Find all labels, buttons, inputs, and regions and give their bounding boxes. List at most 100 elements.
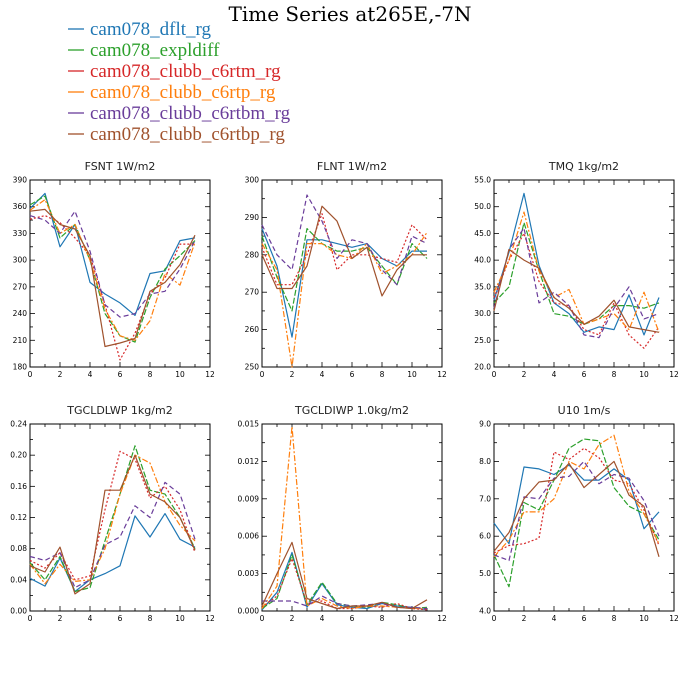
y-tick-label: 360 [13,202,28,211]
legend-entry: cam078_expldiff [90,40,220,61]
panel-title: TGCLDLWP 1kg/m2 [66,404,172,417]
x-tick-label: 10 [639,370,649,379]
x-tick-label: 4 [552,370,557,379]
series-line [261,425,427,610]
figure-title: Time Series at265E,-7N [229,2,472,26]
y-tick-label: 260 [245,325,260,334]
y-tick-label: 50.0 [474,202,491,211]
y-tick-label: 5.0 [479,569,491,578]
y-tick-label: 25.0 [474,336,491,345]
x-tick-label: 2 [290,370,295,379]
series-line [261,228,428,312]
y-tick-label: 0.08 [10,544,27,553]
y-tick-label: 0.24 [10,420,27,429]
x-tick-label: 10 [639,614,649,623]
x-tick-label: 0 [260,614,265,623]
panel-title: TMQ 1kg/m2 [548,160,619,173]
x-tick-label: 8 [380,614,385,623]
x-tick-label: 2 [290,614,295,623]
y-tick-label: 0.009 [238,494,260,503]
series-line [261,213,428,286]
chart-panel: FSNT 1W/m2 0 2 4 6 8 10 12 180 210 240 270 300 330 360… [13,160,215,379]
series-line [493,460,660,562]
plot-frame [261,179,443,368]
series-line [261,194,428,286]
series-line [29,199,196,341]
series-line [262,595,428,610]
series-line [493,222,660,325]
y-tick-label: 7.0 [479,494,491,503]
x-tick-label: 6 [350,614,355,623]
series-line [29,512,196,593]
y-tick-label: 300 [13,256,28,265]
series-line [261,541,428,610]
series-line [493,227,660,339]
x-tick-label: 10 [407,370,417,379]
y-tick-label: 0.12 [10,513,27,522]
x-tick-label: 12 [669,370,679,379]
panel-title: TGCLDIWP 1.0kg/m2 [294,404,409,417]
y-tick-label: 280 [245,250,260,259]
series-line [493,248,660,333]
series-line [261,557,428,611]
y-tick-label: 0.00 [10,607,27,616]
chart-panel: TGCLDLWP 1kg/m2 0 2 4 6 8 10 12 0.00 0.04 0.08 0.12… [10,404,215,623]
x-tick-label: 4 [88,614,93,623]
x-tick-label: 12 [205,614,215,623]
x-tick-label: 2 [58,614,63,623]
legend-entry: cam078_clubb_c6rtm_rg [90,61,281,82]
x-tick-label: 0 [260,370,265,379]
series-line [493,232,660,349]
x-tick-label: 6 [118,370,123,379]
legend: cam078_dflt_rgcam078_expldiffcam078_club… [68,19,291,145]
series-line [261,228,427,338]
series-line [261,232,428,368]
y-tick-label: 0.003 [238,569,260,578]
x-tick-label: 10 [175,614,185,623]
x-tick-label: 4 [320,370,325,379]
legend-entry: cam078_clubb_c6rtbp_rg [90,124,285,145]
panels: FSNT 1W/m20 2 4 6 8 10 12180210240270300330360… [10,160,679,623]
chart-panel: TMQ 1kg/m2 0 2 4 6 8 10 12 20.0 25.0 30.0 35.0 40.0 4… [474,160,679,379]
x-tick-label: 12 [669,614,679,623]
series-line [29,215,195,361]
y-tick-label: 20.0 [474,363,491,372]
x-tick-label: 8 [148,370,153,379]
x-tick-label: 6 [582,614,587,623]
y-tick-label: 40.0 [474,256,491,265]
y-tick-label: 55.0 [474,176,491,185]
y-tick-label: 270 [245,288,260,297]
x-tick-label: 0 [28,614,33,623]
x-tick-label: 2 [58,370,63,379]
y-tick-label: 270 [13,282,28,291]
x-tick-label: 6 [118,614,123,623]
plot-frame [493,179,675,368]
y-tick-label: 45.0 [474,229,491,238]
x-tick-label: 4 [552,614,557,623]
x-tick-label: 12 [437,370,447,379]
y-tick-label: 0.16 [10,482,27,491]
series-line [493,192,660,336]
panel-title: FSNT 1W/m2 [85,160,156,173]
y-tick-label: 4.0 [479,607,491,616]
series-line [493,211,660,333]
series-line [29,210,196,318]
y-tick-label: 0.006 [238,532,260,541]
legend-entry: cam078_clubb_c6rtp_rg [90,82,276,103]
x-tick-label: 0 [28,370,33,379]
series-line [261,551,428,611]
series-line [29,195,196,343]
y-tick-label: 35.0 [474,282,491,291]
y-tick-label: 30.0 [474,309,491,318]
x-tick-label: 12 [205,370,215,379]
series-line [493,447,660,554]
y-tick-label: 300 [245,176,260,185]
y-tick-label: 290 [245,213,260,222]
series-line [29,192,196,316]
y-tick-label: 9.0 [479,420,491,429]
x-tick-label: 6 [350,370,355,379]
chart-panel: U10 1m/s 0 2 4 6 8 10 12 4.0 5.0 6.0 7.0 8.0 9.0 [479,404,679,623]
y-tick-label: 0.015 [238,420,260,429]
y-tick-label: 8.0 [479,457,491,466]
x-tick-label: 6 [582,370,587,379]
